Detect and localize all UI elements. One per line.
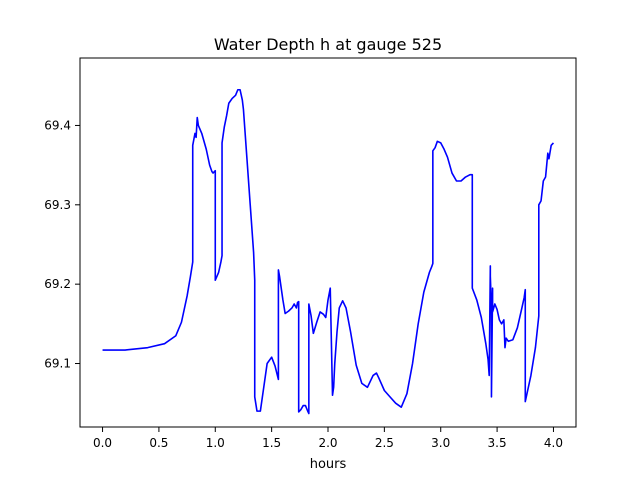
x-tick-label: 3.5 xyxy=(488,436,507,450)
x-tick-label: 0.0 xyxy=(93,436,112,450)
x-axis: 0.0 0.5 1.0 1.5 2.0 2.5 3.0 3.5 4.0 xyxy=(93,427,563,450)
y-tick-label: 69.2 xyxy=(44,277,71,291)
x-tick-label: 1.0 xyxy=(206,436,225,450)
x-tick-label: 3.0 xyxy=(431,436,450,450)
x-tick-label: 2.0 xyxy=(318,436,337,450)
chart-title: Water Depth h at gauge 525 xyxy=(214,35,442,54)
series-line xyxy=(102,88,555,415)
axes-frame xyxy=(79,57,577,428)
x-tick-label: 0.5 xyxy=(149,436,168,450)
x-tick-label: 4.0 xyxy=(544,436,563,450)
y-tick-label: 69.4 xyxy=(44,118,71,132)
y-tick-label: 69.3 xyxy=(44,198,71,212)
x-tick-label: 1.5 xyxy=(262,436,281,450)
x-axis-label: hours xyxy=(310,457,347,472)
y-axis: 69.1 69.2 69.3 69.4 xyxy=(44,118,80,371)
y-tick-label: 69.1 xyxy=(44,357,71,371)
x-tick-label: 2.5 xyxy=(375,436,394,450)
